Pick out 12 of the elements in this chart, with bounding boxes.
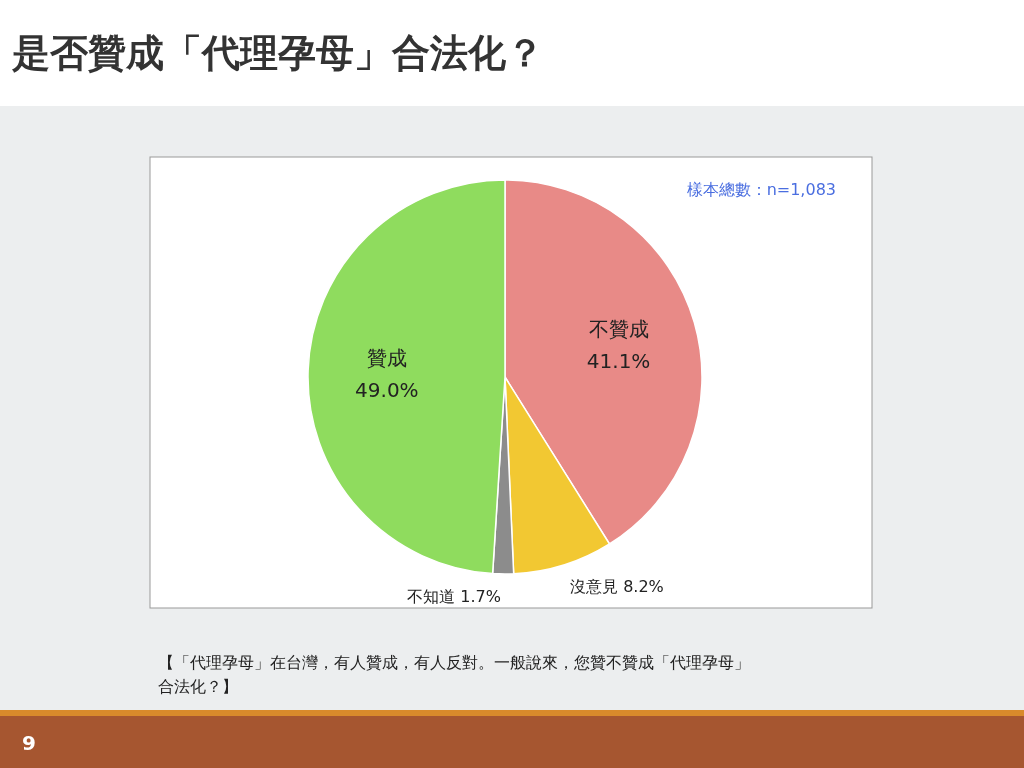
chart-title: 是否贊成「代理孕母」合法化？ — [11, 31, 544, 75]
data-label: 1.7% — [460, 586, 501, 606]
text: 9 — [22, 731, 36, 755]
data-label: 41.1% — [586, 349, 651, 374]
slice-label: 贊成 — [366, 346, 407, 371]
slice-label: 不知道 — [407, 586, 456, 606]
text: 【「代理孕母」在台灣，有人贊成，有人反對。一般說來，您贊不贊成「代理孕母」合法化？】 — [158, 653, 750, 696]
slice-label: 沒意見 — [570, 577, 619, 597]
slice-label: 不贊成 — [588, 317, 649, 342]
data-label: 8.2% — [623, 577, 664, 597]
text: 樣本總數：n=1,083 — [686, 180, 836, 199]
data-label: 49.0% — [355, 378, 419, 403]
